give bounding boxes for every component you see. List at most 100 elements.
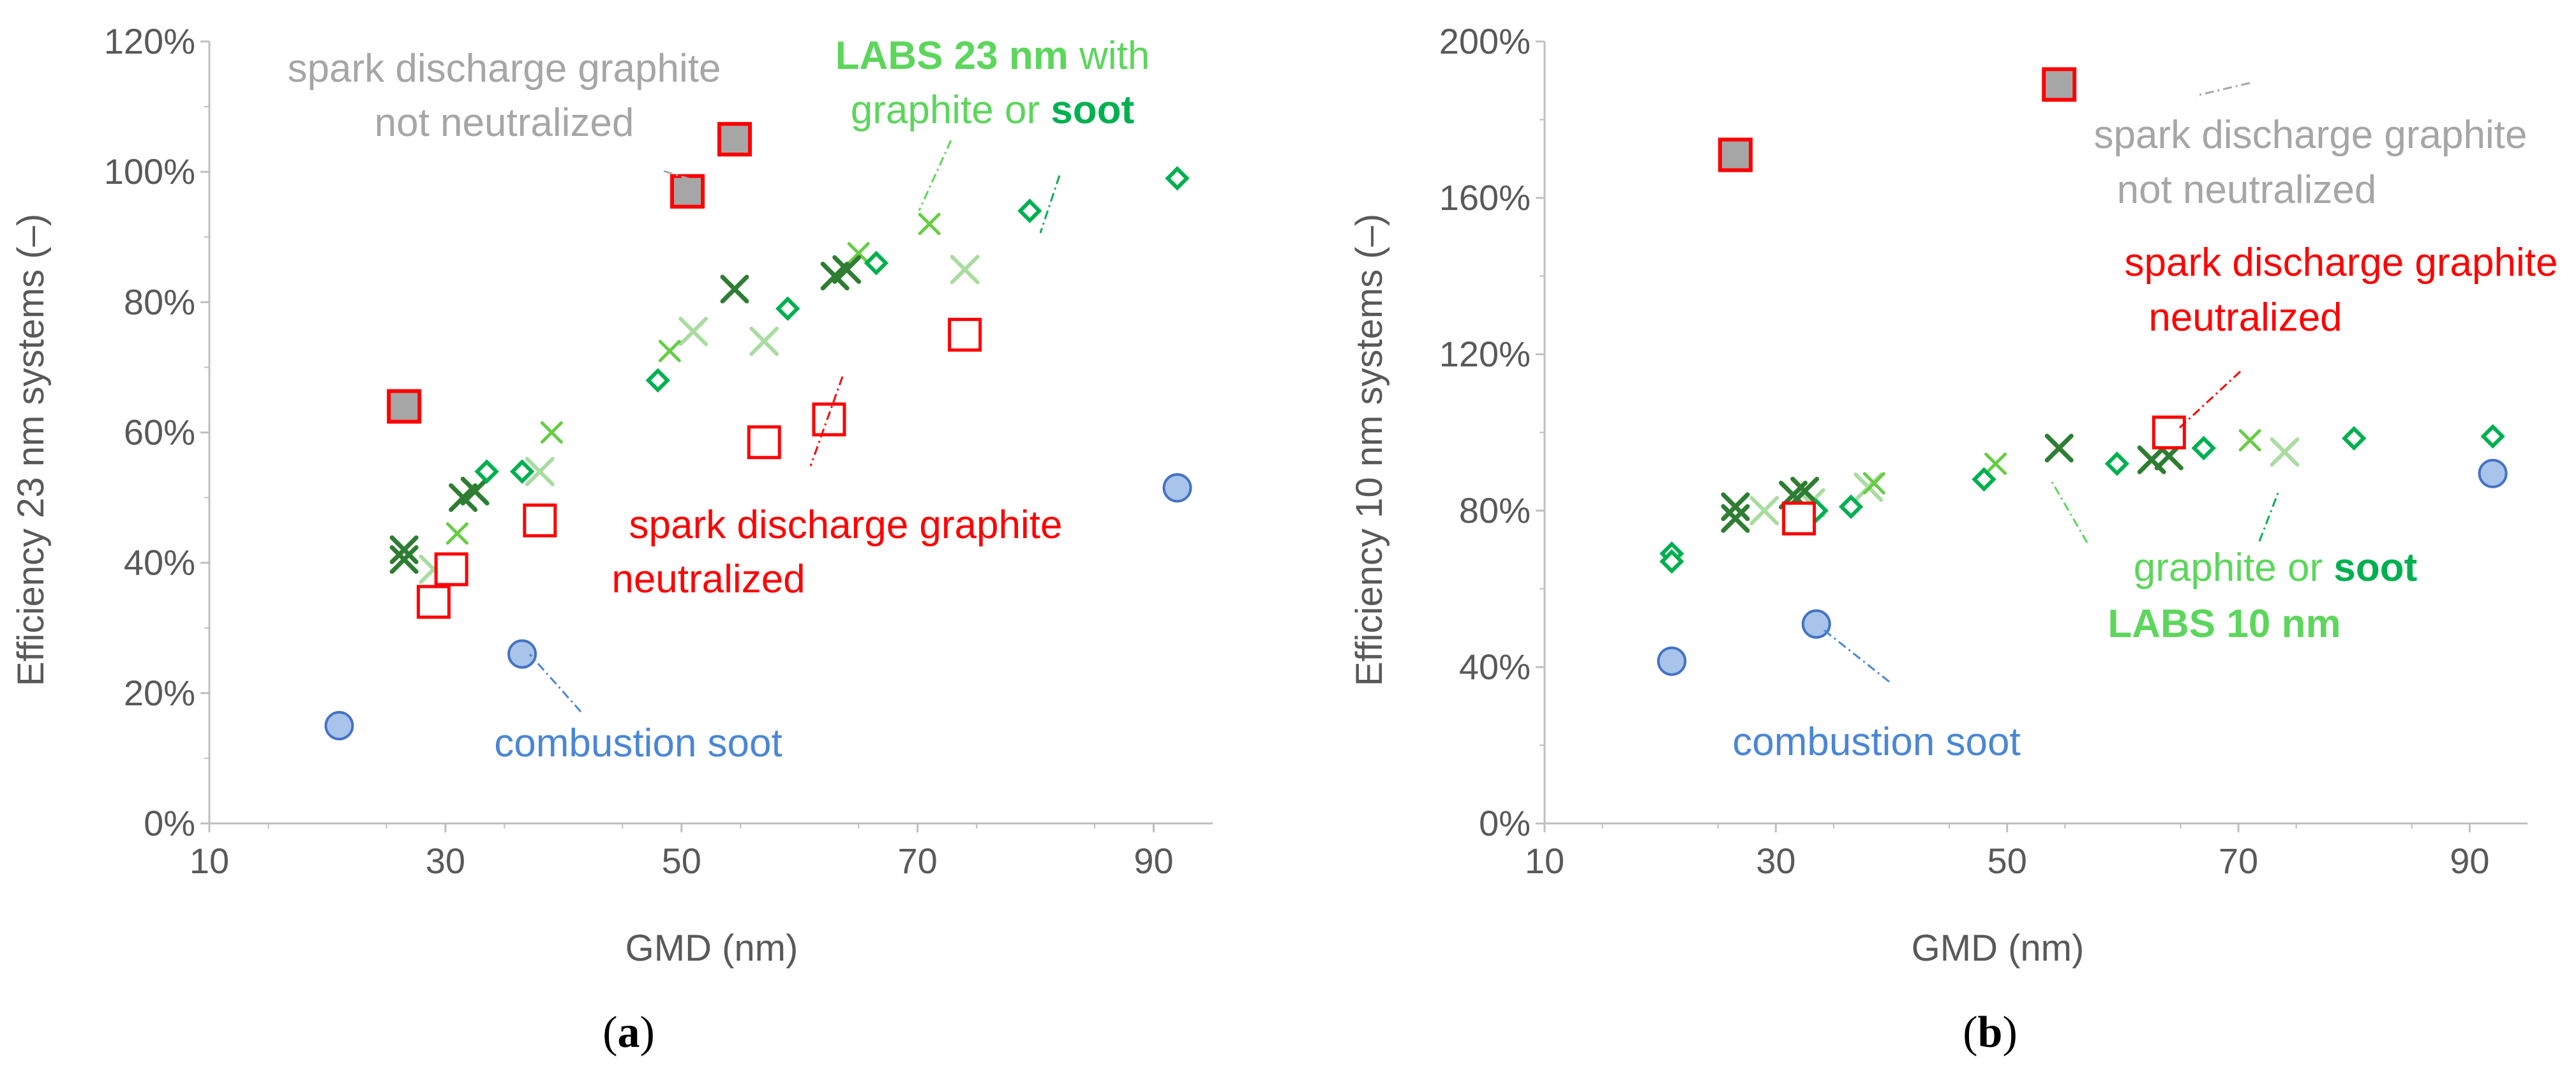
- a-point-x-dark: [389, 535, 419, 564]
- b-x-tick-label: 10: [1525, 841, 1564, 881]
- b-point-x-dark: [1721, 492, 1750, 521]
- b-point-circle: [2478, 458, 2508, 488]
- a-annotation-neutralized-line2: neutralized: [611, 557, 805, 601]
- a-x-axis-label: GMD (nm): [625, 927, 798, 969]
- b-y-tick-label: 40%: [1459, 647, 1531, 687]
- b-point-x-light: [1749, 496, 1779, 525]
- a-axes: 0% 20% 40% 60% 80% 100% 120% 10 30 50 70 90: [104, 21, 1213, 881]
- a-y-tick-label: 60%: [124, 412, 195, 453]
- a-point-diamond: [775, 296, 800, 321]
- b-point-square-open: [1782, 501, 1816, 536]
- b-x-axis-label: GMD (nm): [1912, 927, 2085, 969]
- a-point-circle: [507, 639, 537, 669]
- a-leader-line: [1039, 175, 1061, 234]
- b-annotation-labs-line2: LABS 10 nm: [2108, 602, 2340, 646]
- b-leader-line: [2258, 491, 2280, 542]
- a-y-axis-label: Efficiency 23 nm systems (–): [10, 214, 52, 686]
- b-panel-label: (b): [1963, 1008, 2018, 1057]
- b-point-x-dark: [2044, 433, 2074, 463]
- b-point-diamond: [1659, 549, 1684, 574]
- a-panel-label: (a): [603, 1008, 655, 1057]
- b-point-x-light: [2270, 437, 2300, 467]
- b-annotation-neutralized-line1: spark discharge graphite: [2125, 241, 2558, 285]
- b-point-diamond: [2341, 426, 2367, 451]
- panel-b: 0%40%80%120%160%200%10 30 50 70 90 GMD (nm) …: [1349, 21, 2557, 1057]
- b-point-x-dark: [2137, 445, 2166, 474]
- a-point-x-dark: [832, 255, 862, 284]
- a-x-tick-label: 70: [897, 841, 937, 881]
- a-y-tick-label: 120%: [104, 21, 195, 61]
- a-leaders: [528, 140, 1061, 712]
- a-x-tick-label: 30: [426, 841, 465, 881]
- b-marks: [1657, 67, 2508, 676]
- a-annotation-not-neutralized-line2: not neutralized: [375, 101, 634, 145]
- b-annotation-graphite-or: graphite or: [2134, 546, 2334, 590]
- a-point-x-mid: [658, 340, 681, 363]
- a-annotation-soot: soot: [1051, 88, 1134, 132]
- a-annotation-not-neutralized-line1: spark discharge graphite: [288, 47, 721, 91]
- a-point-square-open: [523, 503, 557, 537]
- b-point-diamond: [2104, 451, 2130, 476]
- b-point-circle: [1657, 646, 1687, 676]
- a-marks: [324, 122, 1192, 740]
- a-point-diamond: [474, 459, 499, 484]
- a-y-tick-label: 80%: [124, 281, 195, 322]
- a-point-square-filled: [670, 174, 705, 209]
- a-point-square-open: [812, 402, 846, 437]
- b-y-tick-label: 0%: [1479, 803, 1531, 843]
- b-x-tick-label: 30: [1756, 841, 1795, 881]
- a-point-circle: [324, 710, 354, 740]
- b-point-circle: [1801, 609, 1831, 639]
- a-leader-line: [918, 140, 952, 211]
- a-point-diamond: [645, 368, 671, 393]
- a-y-tick-label: 40%: [124, 543, 195, 583]
- b-y-axis-label: Efficiency 10 nm systems (–): [1349, 214, 1390, 686]
- a-x-tick-label: 50: [662, 841, 701, 881]
- a-point-square-open: [416, 585, 451, 619]
- a-y-tick-label: 0%: [144, 803, 195, 843]
- b-point-x-dark: [1721, 504, 1750, 533]
- a-point-square-open: [434, 552, 468, 587]
- a-y-tick-label: 100%: [104, 151, 195, 191]
- a-annotation-combustion-soot: combustion soot: [494, 721, 782, 765]
- b-point-diamond: [1838, 494, 1864, 520]
- b-point-diamond: [2191, 435, 2216, 461]
- b-leader-line: [2051, 481, 2088, 543]
- a-point-diamond: [509, 459, 535, 484]
- a-annotation-labs-line2: graphite or soot: [851, 88, 1135, 132]
- a-point-x-light: [525, 456, 555, 486]
- a-point-x-mid: [918, 213, 941, 236]
- b-axes: 0% 40% 80% 120% 160% 200% 10 30 50 70 90: [1439, 21, 2527, 881]
- a-point-x-mid: [446, 522, 468, 545]
- b-point-diamond: [1972, 467, 1996, 492]
- a-point-x-mid: [847, 242, 870, 265]
- a-point-diamond: [1165, 166, 1190, 191]
- a-y-tick-label: 20%: [124, 673, 195, 713]
- a-point-square-filled: [717, 122, 752, 157]
- b-point-x-mid: [1984, 453, 2007, 475]
- a-point-x-light: [950, 255, 980, 285]
- a-leader-line: [528, 654, 582, 712]
- b-y-tick-label: 80%: [1459, 490, 1531, 530]
- b-annotation-labs-line1: graphite or soot: [2134, 546, 2418, 590]
- b-x-tick-label: 50: [1988, 841, 2027, 881]
- a-point-x-light: [678, 317, 708, 347]
- b-point-square-open: [2152, 416, 2186, 449]
- b-x-tick-label: 90: [2450, 841, 2489, 881]
- b-y-tick-label: 200%: [1439, 21, 1531, 61]
- a-point-x-dark: [720, 274, 749, 304]
- a-point-x-mid: [540, 421, 563, 444]
- b-annotation-soot: soot: [2333, 546, 2417, 590]
- a-annotation-graphite-or: graphite or: [851, 88, 1051, 132]
- a-x-tick-label: 10: [190, 841, 229, 881]
- a-x-tick-label: 90: [1134, 841, 1173, 881]
- b-leader-line: [2178, 370, 2242, 429]
- a-leader-line: [663, 170, 700, 183]
- b-x-tick-label: 70: [2219, 841, 2258, 881]
- b-leaders: [1822, 82, 2280, 683]
- b-point-square-filled: [2042, 67, 2077, 102]
- a-point-x-light: [749, 326, 779, 356]
- b-point-square-filled: [1718, 137, 1753, 172]
- a-annotation-labs-with: with: [1068, 34, 1149, 78]
- b-leader-line: [1822, 627, 1890, 683]
